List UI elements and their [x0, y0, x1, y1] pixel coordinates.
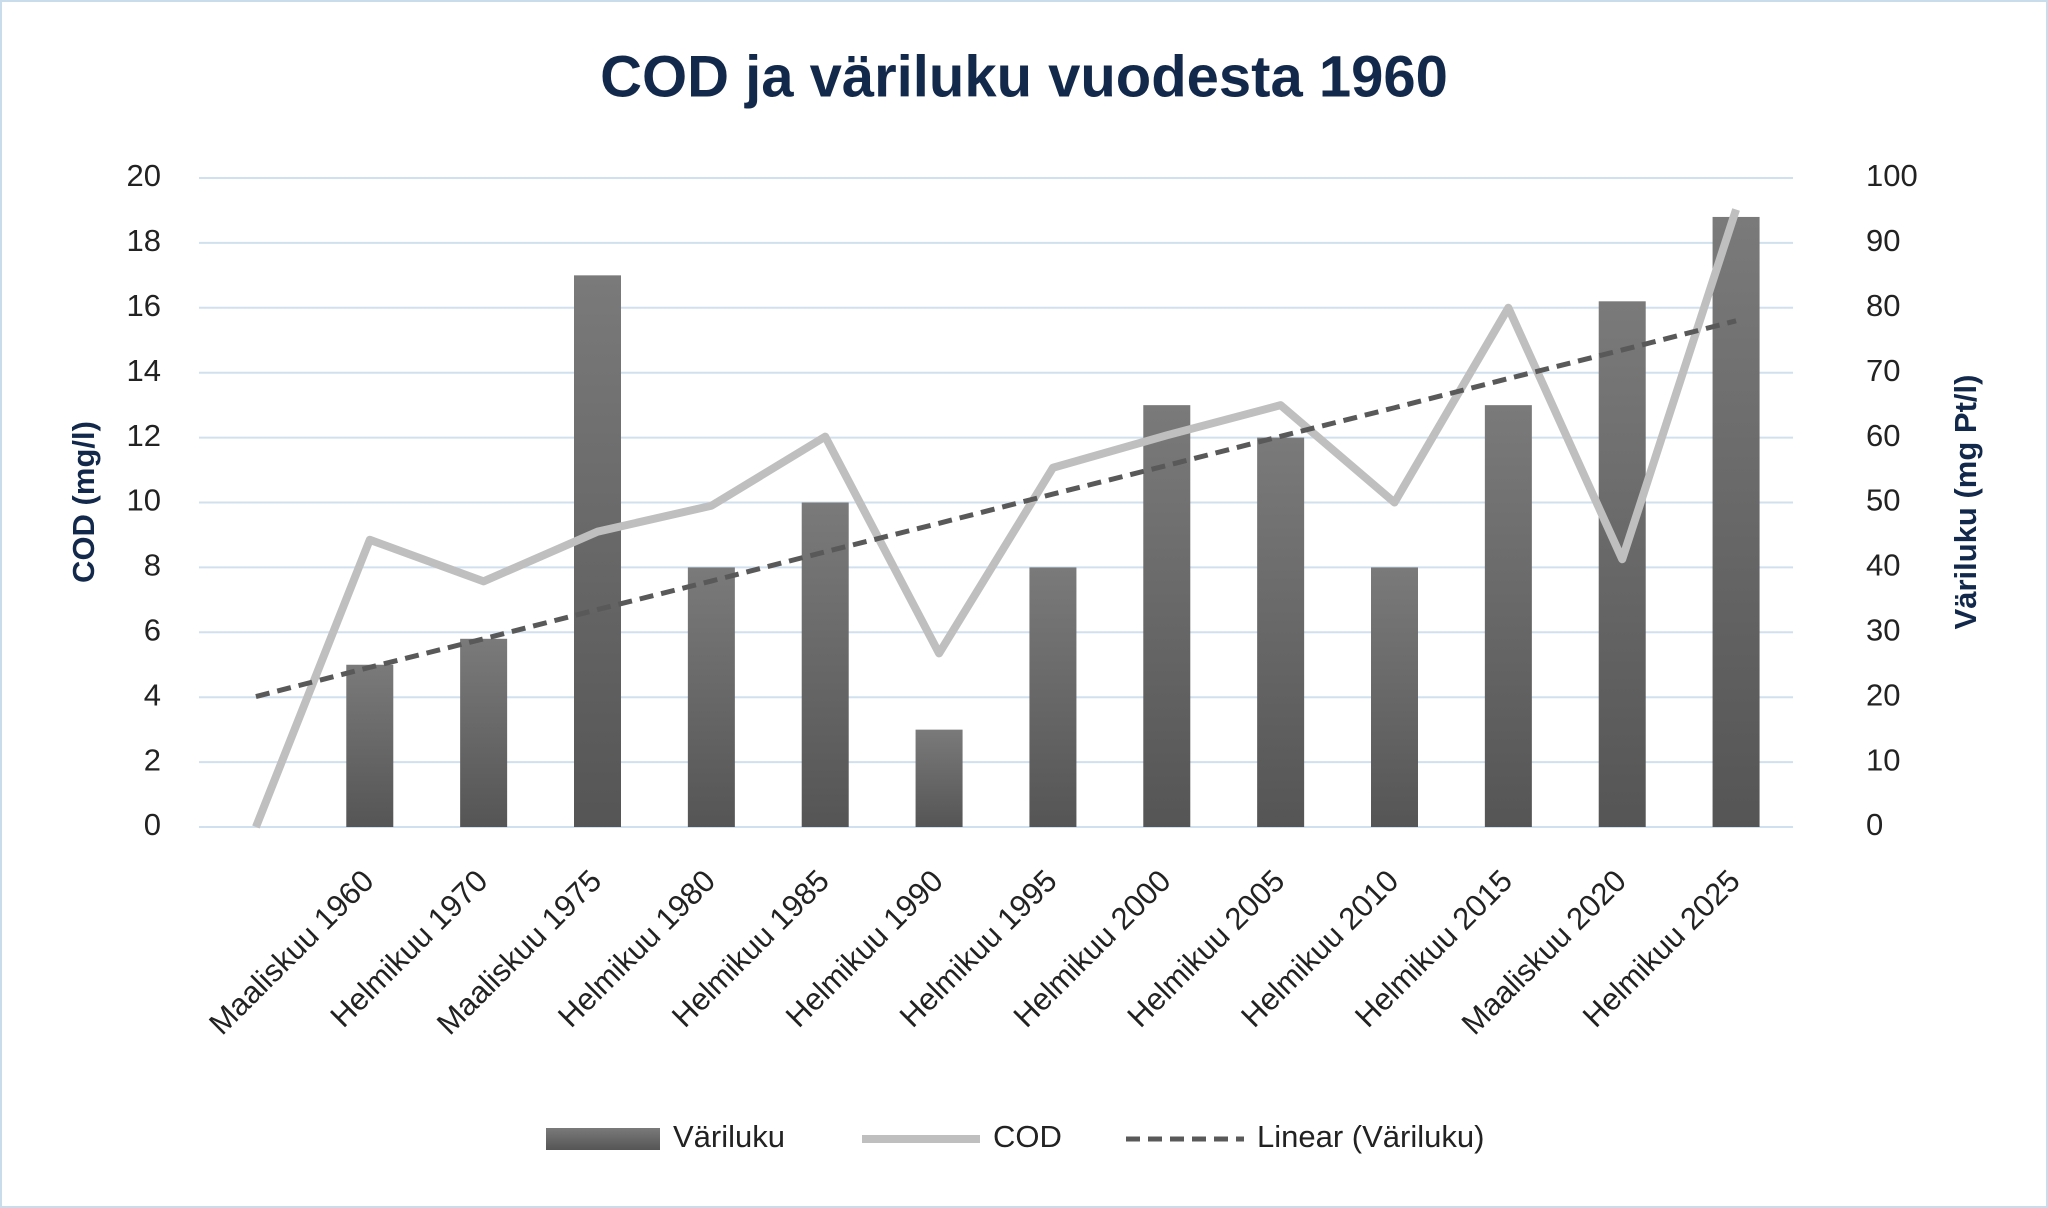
y-tick-label: 4 [144, 677, 161, 712]
bar [1598, 301, 1646, 827]
line [252, 208, 1740, 829]
y2-tick-label: 50 [1866, 483, 1900, 518]
bar [574, 275, 621, 828]
y2-tick-label: 80 [1866, 288, 1900, 323]
y-tick-label: 12 [127, 418, 161, 453]
y-tick-label: 8 [144, 548, 161, 583]
y-tick-label: 14 [127, 353, 161, 388]
legend-label: Linear (Väriluku) [1257, 1119, 1484, 1154]
legend-label: COD [993, 1119, 1062, 1154]
bar [460, 638, 508, 827]
y2-tick-label: 90 [1866, 223, 1900, 258]
bar [1484, 405, 1532, 827]
y-tick-label: 16 [127, 288, 161, 323]
y2-tick-label: 30 [1866, 612, 1900, 647]
y2-tick-label: 60 [1866, 418, 1900, 453]
bar [1712, 216, 1760, 827]
bar [1029, 567, 1077, 827]
chart-title: COD ja väriluku vuodesta 1960 [600, 44, 1448, 109]
y-tick-label: 2 [144, 742, 161, 777]
bar [801, 502, 849, 827]
legend-swatch [546, 1128, 660, 1150]
y-tick-label: 20 [127, 158, 161, 193]
bar [1371, 567, 1418, 827]
trend-line [255, 318, 1737, 699]
bar [1143, 405, 1191, 827]
bar [1257, 437, 1305, 827]
bar [915, 729, 963, 827]
y-tick-label: 0 [144, 807, 161, 842]
y-tick-label: 10 [127, 483, 161, 518]
y-tick-label: 6 [144, 612, 161, 647]
bar [687, 567, 735, 827]
y2-tick-label: 20 [1866, 677, 1900, 712]
y2-axis-title: Väriluku (mg Pt/l) [1948, 375, 1983, 630]
y2-tick-label: 70 [1866, 353, 1900, 388]
y2-tick-label: 10 [1866, 742, 1900, 777]
y2-tick-label: 40 [1866, 548, 1900, 583]
y-axis-title: COD (mg/l) [66, 421, 101, 583]
legend-label: Väriluku [673, 1119, 785, 1154]
bar [346, 664, 394, 827]
y2-tick-label: 0 [1866, 807, 1883, 842]
y2-tick-label: 100 [1866, 158, 1918, 193]
y-tick-label: 18 [127, 223, 161, 258]
